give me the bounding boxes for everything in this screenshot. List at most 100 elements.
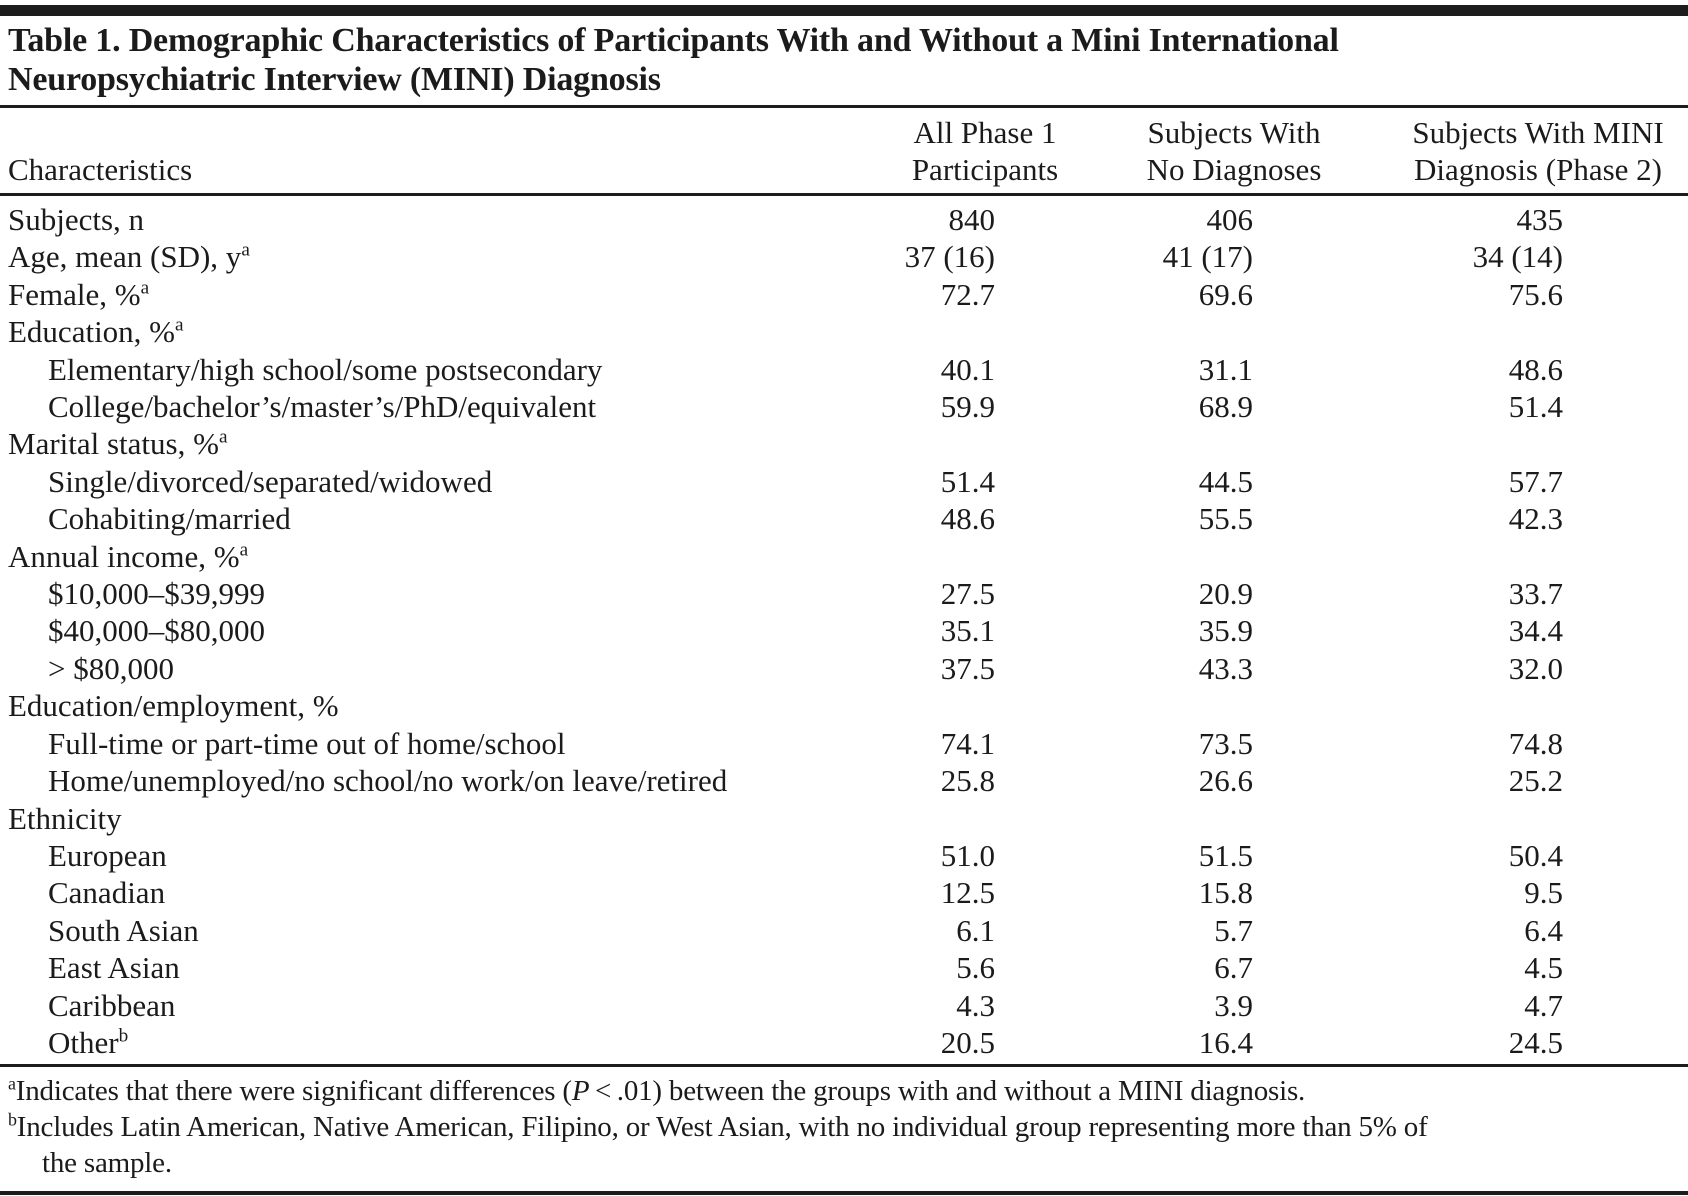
cell-value-mini-diagnosis: 50.4 <box>1508 837 1563 873</box>
column-header-characteristics: Characteristics <box>8 152 193 187</box>
row-label-text: Marital status, % <box>8 426 219 462</box>
cell-value-no-diagnoses <box>1110 800 1358 837</box>
table-title-line-2: Neuropsychiatric Interview (MINI) Diagno… <box>8 61 661 98</box>
cell-value-all-phase-1: 59.9 <box>940 389 995 425</box>
column-header-line: Subjects With <box>1147 115 1321 150</box>
table-row: Elementary/high school/some postsecondar… <box>0 351 1688 388</box>
cell-value-no-diagnoses <box>1110 687 1358 724</box>
cell-value-no-diagnoses: 35.9 <box>1198 613 1253 649</box>
cell-value-all-phase-1 <box>860 425 1110 462</box>
cell-value-all-phase-1: 840 <box>948 202 996 237</box>
cell-value-no-diagnoses: 73.5 <box>1198 725 1253 761</box>
cell-value-all-phase-1: 37 (16) <box>904 239 995 275</box>
row-label-text: > $80,000 <box>48 650 174 686</box>
row-label-text: South Asian <box>48 912 199 948</box>
superscript-marker: a <box>140 277 150 299</box>
row-label-text: Ethnicity <box>8 800 122 836</box>
table-row: Otherb 20.5 16.4 24.5 <box>0 1024 1688 1061</box>
row-label: Otherb <box>0 1024 860 1061</box>
cell-value-mini-diagnosis: 33.7 <box>1508 576 1563 612</box>
row-label: Canadian <box>0 874 860 911</box>
table-row: > $80,000 37.5 43.3 32.0 <box>0 650 1688 687</box>
superscript-marker: b <box>118 1025 129 1047</box>
footnote-a-italic-p: P <box>571 1075 590 1108</box>
row-label: Ethnicity <box>0 800 860 837</box>
cell-value-no-diagnoses: 55.5 <box>1198 501 1253 537</box>
cell-value-no-diagnoses: 51.5 <box>1198 837 1253 873</box>
row-label-text: Caribbean <box>48 987 176 1023</box>
row-label: Education/employment, % <box>0 687 860 724</box>
cell-value-all-phase-1 <box>860 313 1110 350</box>
row-label: Elementary/high school/some postsecondar… <box>0 351 860 388</box>
footnote-a: aIndicates that there were significant d… <box>0 1073 1688 1109</box>
superscript-marker: a <box>239 539 249 561</box>
cell-value-all-phase-1: 6.1 <box>956 912 995 948</box>
cell-value-all-phase-1: 27.5 <box>940 576 995 612</box>
table-row: Education, %a <box>0 313 1688 350</box>
cell-value-all-phase-1: 51.0 <box>940 837 995 873</box>
footnote-b: bIncludes Latin American, Native America… <box>0 1109 1688 1181</box>
cell-value-no-diagnoses: 26.6 <box>1198 763 1253 799</box>
row-label: $40,000–$80,000 <box>0 612 860 649</box>
cell-value-mini-diagnosis <box>1358 313 1688 350</box>
row-label: Home/unemployed/no school/no work/on lea… <box>0 762 860 799</box>
cell-value-all-phase-1: 5.6 <box>956 950 995 986</box>
table-row: South Asian 6.1 5.7 6.4 <box>0 912 1688 949</box>
column-header-line: Subjects With MINI <box>1412 115 1664 150</box>
row-label-text: Age, mean (SD), y <box>8 239 242 275</box>
row-label-text: Home/unemployed/no school/no work/on lea… <box>48 763 728 799</box>
cell-value-mini-diagnosis <box>1358 425 1688 462</box>
column-header-line: Participants <box>911 152 1059 187</box>
column-header-mini-diagnosis: Subjects With MINI Diagnosis (Phase 2) <box>1358 114 1688 188</box>
cell-value-no-diagnoses: 15.8 <box>1198 875 1253 911</box>
row-label: Education, %a <box>0 313 860 350</box>
cell-value-no-diagnoses: 41 (17) <box>1162 239 1253 275</box>
cell-value-mini-diagnosis: 435 <box>1516 202 1564 237</box>
table-row: Marital status, %a <box>0 425 1688 462</box>
cell-value-no-diagnoses: 20.9 <box>1198 576 1253 612</box>
table-title: Table 1. Demographic Characteristics of … <box>0 16 1688 108</box>
table-body: Subjects, n 840 406 435 Age, mean (SD), … <box>0 196 1688 1068</box>
footnote-b-marker: b <box>8 1109 17 1130</box>
row-label-text: Other <box>48 1024 119 1060</box>
row-label: Cohabiting/married <box>0 500 860 537</box>
table-row: $10,000–$39,999 27.5 20.9 33.7 <box>0 575 1688 612</box>
cell-value-all-phase-1 <box>860 538 1110 575</box>
cell-value-mini-diagnosis <box>1358 687 1688 724</box>
row-label: Single/divorced/separated/widowed <box>0 463 860 500</box>
row-label: Subjects, n <box>0 201 860 238</box>
column-header-line: No Diagnoses <box>1146 152 1322 187</box>
row-label: Marital status, %a <box>0 425 860 462</box>
footnote-b-line-1: Includes Latin American, Native American… <box>16 1111 1428 1144</box>
cell-value-no-diagnoses: 68.9 <box>1198 389 1253 425</box>
table-row: East Asian 5.6 6.7 4.5 <box>0 949 1688 986</box>
row-label-text: College/bachelor’s/master’s/PhD/equivale… <box>48 389 597 425</box>
cell-value-no-diagnoses <box>1110 313 1358 350</box>
cell-value-mini-diagnosis: 75.6 <box>1508 276 1563 312</box>
row-label-text: Subjects, n <box>8 202 145 237</box>
row-label: $10,000–$39,999 <box>0 575 860 612</box>
row-label: College/bachelor’s/master’s/PhD/equivale… <box>0 388 860 425</box>
cell-value-all-phase-1 <box>860 687 1110 724</box>
cell-value-mini-diagnosis <box>1358 538 1688 575</box>
cell-value-all-phase-1: 20.5 <box>940 1024 995 1060</box>
table-row: Caribbean 4.3 3.9 4.7 <box>0 987 1688 1024</box>
table-row: Full-time or part-time out of home/schoo… <box>0 725 1688 762</box>
row-label: South Asian <box>0 912 860 949</box>
cell-value-mini-diagnosis: 48.6 <box>1508 351 1563 387</box>
row-label-text: Full-time or part-time out of home/schoo… <box>48 725 566 761</box>
footnote-a-marker: a <box>8 1073 16 1094</box>
table-header: Characteristics All Phase 1 Participants… <box>0 108 1688 196</box>
cell-value-mini-diagnosis: 4.7 <box>1524 987 1563 1023</box>
cell-value-mini-diagnosis: 34.4 <box>1508 613 1563 649</box>
cell-value-mini-diagnosis: 9.5 <box>1524 875 1563 911</box>
cell-value-mini-diagnosis: 24.5 <box>1508 1024 1563 1060</box>
cell-value-all-phase-1: 12.5 <box>940 875 995 911</box>
row-label-text: $40,000–$80,000 <box>48 613 265 649</box>
row-label: Full-time or part-time out of home/schoo… <box>0 725 860 762</box>
cell-value-all-phase-1: 35.1 <box>940 613 995 649</box>
table-title-line-1: Table 1. Demographic Characteristics of … <box>8 22 1339 59</box>
column-header-line: All Phase 1 <box>913 115 1057 150</box>
cell-value-no-diagnoses: 16.4 <box>1198 1024 1253 1060</box>
cell-value-no-diagnoses: 406 <box>1206 202 1254 237</box>
